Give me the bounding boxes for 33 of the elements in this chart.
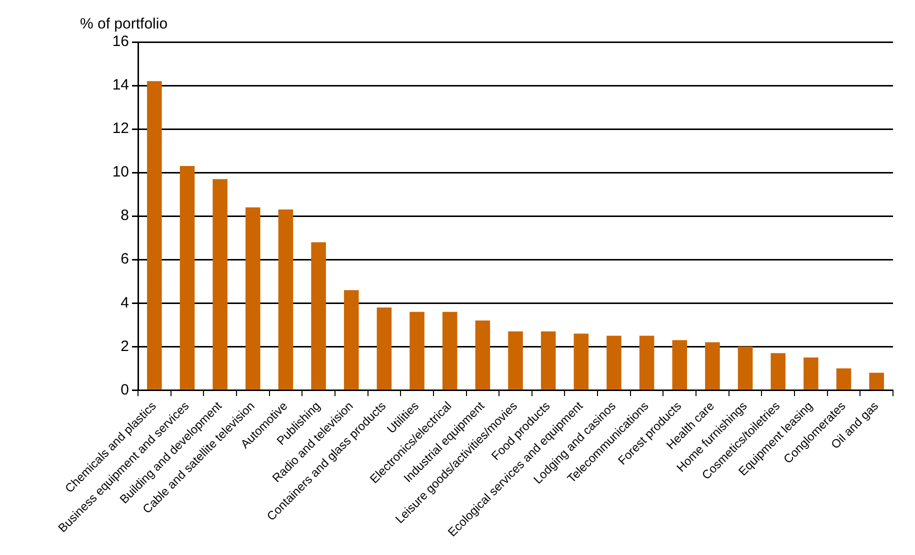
y-tick-label: 14 [112, 76, 129, 94]
y-tick-label: 4 [120, 294, 129, 312]
bar [869, 372, 884, 390]
bar [376, 307, 392, 390]
bar [212, 179, 228, 390]
bar [672, 340, 688, 390]
y-tick-label: 10 [112, 164, 129, 181]
bar [836, 368, 852, 390]
bar [705, 342, 720, 390]
bar [738, 346, 753, 390]
bar [540, 331, 556, 390]
bar [278, 210, 294, 390]
bar [574, 334, 589, 390]
bar [606, 336, 622, 390]
bar [246, 207, 260, 390]
bar [147, 81, 162, 390]
bar [639, 336, 654, 390]
bar [180, 166, 195, 390]
y-tick-label: 2 [120, 338, 129, 355]
bar [475, 320, 490, 390]
bar [442, 312, 458, 390]
bar [344, 290, 359, 390]
y-tick-label: 0 [120, 381, 129, 398]
bar [410, 312, 424, 390]
y-tick-label: 16 [112, 33, 129, 50]
bar [311, 242, 326, 390]
y-tick-label: 6 [120, 250, 129, 268]
bar [508, 331, 523, 390]
y-axis-title: % of portfolio [80, 16, 168, 33]
y-tick-label: 8 [120, 207, 129, 224]
bar [770, 353, 786, 390]
bar [804, 358, 818, 390]
y-tick-label: 12 [112, 120, 129, 138]
